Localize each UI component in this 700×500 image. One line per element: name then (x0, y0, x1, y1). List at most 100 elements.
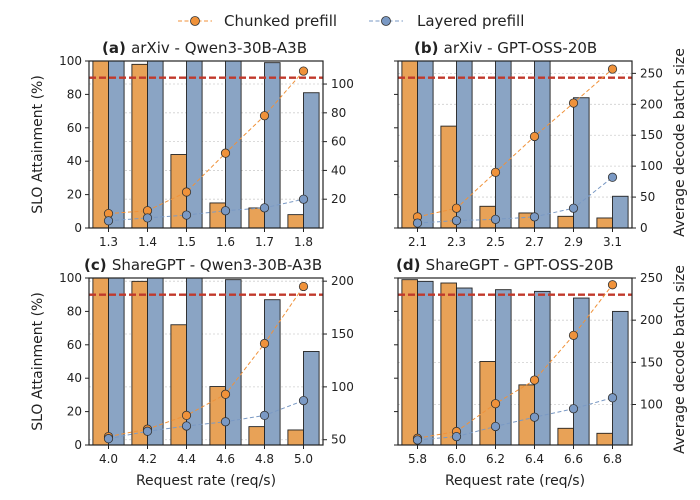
bar-layered-1.6 (225, 60, 242, 229)
ytick-label: 80 (67, 87, 82, 101)
point-chunked-1.7 (259, 111, 270, 121)
ylabel: SLO Attainment (%) (30, 75, 46, 214)
ytick-label: 20 (67, 405, 82, 419)
ytick-label: 60 (67, 121, 82, 135)
ytick-label: 80 (67, 304, 82, 318)
point-layered-6.2 (490, 421, 501, 432)
bar-layered-4.8 (264, 299, 281, 446)
panel-title-text: arXiv - Qwen3-30B-A3B (131, 39, 307, 57)
legend-item-chunked: Chunked prefill (178, 12, 337, 30)
point-layered-6.8 (607, 393, 618, 403)
xtick-label: 6.2 (486, 452, 505, 466)
panel-4: 100 150 200 250 5.8 6.0 6.2 6.4 6.6 6.8 (d) ShareG… (394, 256, 688, 489)
point-chunked-6.6 (568, 330, 579, 340)
plot-frame (397, 60, 633, 229)
point-layered-3.1 (607, 172, 618, 182)
y2tick-label: 100 (331, 380, 354, 394)
xtick-label: 1.8 (294, 235, 313, 249)
ytick-label: 0 (74, 221, 82, 235)
point-layered-6.6 (568, 404, 579, 414)
panel-2: 0 50 100 150 200 250 2.1 2.3 2.5 2.7 2.9 3.1 (b) arX… (394, 39, 688, 249)
y2tick-label: 150 (331, 327, 354, 341)
xtick-label: 1.5 (177, 235, 196, 249)
xtick-label: 2.7 (525, 235, 544, 249)
ytick-label: 40 (67, 371, 82, 385)
bar-chunked-6.0 (440, 282, 457, 446)
bar-chunked-2.1 (401, 60, 418, 229)
bar-layered-1.8 (303, 92, 320, 229)
bar-chunked-6.6 (557, 427, 574, 446)
bar-layered-1.5 (186, 60, 203, 229)
y2tick-label: 100 (640, 398, 663, 412)
y2tick-label: 150 (640, 355, 663, 369)
legend-item-layered: Layered prefill (369, 12, 524, 30)
legend-label-chunked: Chunked prefill (224, 12, 337, 30)
bar-chunked-4.8 (248, 426, 265, 446)
xlabel: Request rate (req/s) (136, 473, 276, 489)
point-chunked-5.0 (298, 281, 309, 292)
xtick-label: 6.6 (564, 452, 583, 466)
bar-layered-4.4 (186, 277, 203, 446)
panel-title-text: arXiv - GPT-OSS-20B (444, 39, 598, 57)
y2tick-label: 100 (331, 77, 354, 91)
y2tick-label: 50 (331, 433, 346, 447)
bar-layered-1.3 (108, 60, 125, 229)
point-chunked-6.4 (529, 375, 540, 385)
point-chunked-4.8 (259, 338, 270, 349)
bar-chunked-6.8 (596, 432, 613, 446)
panel-title-text: ShareGPT - GPT-OSS-20B (426, 256, 614, 274)
xtick-label: 2.9 (564, 235, 583, 249)
bar-layered-3.1 (612, 195, 629, 229)
bar-layered-1.7 (264, 62, 281, 229)
panel-1: 0 20 40 60 80 100 20 40 60 80 100 1.3 1.4 1.5 1.6 1.7 1.… (30, 39, 354, 249)
point-chunked-2.3 (451, 203, 462, 213)
bar-chunked-1.3 (92, 60, 109, 229)
bar-chunked-1.8 (287, 214, 304, 229)
panel-tag: (c) (84, 256, 112, 274)
point-layered-2.9 (568, 203, 579, 213)
legend-marker-chunked (190, 16, 200, 26)
y2tick-label: 80 (331, 106, 346, 120)
point-layered-1.4 (142, 213, 153, 223)
point-chunked-6.2 (490, 399, 501, 409)
xtick-label: 1.4 (138, 235, 157, 249)
bar-layered-2.7 (534, 60, 551, 229)
bar-chunked-4.0 (92, 277, 109, 446)
bar-chunked-5.0 (287, 429, 304, 446)
point-chunked-4.6 (220, 389, 231, 399)
bar-layered-6.2 (495, 289, 512, 446)
bar-layered-1.4 (147, 60, 164, 229)
xtick-label: 2.3 (447, 235, 466, 249)
line-layered (108, 198, 304, 222)
point-layered-2.1 (412, 218, 423, 228)
point-chunked-3.1 (607, 64, 618, 74)
point-chunked-1.6 (220, 148, 231, 158)
panel-tag: (a) (102, 39, 131, 57)
panel-title: (c) ShareGPT - Qwen3-30B-A3B (84, 256, 322, 274)
point-layered-2.5 (490, 214, 501, 224)
xtick-label: 6.4 (525, 452, 544, 466)
plot-frame (397, 277, 633, 446)
xtick-label: 4.2 (138, 452, 157, 466)
xtick-label: 5.0 (294, 452, 313, 466)
bar-layered-2.1 (417, 60, 434, 229)
y2tick-label: 250 (640, 271, 663, 285)
bar-chunked-1.4 (131, 63, 148, 229)
y2tick-label: 200 (640, 313, 663, 327)
y2tick-label: 250 (640, 66, 663, 80)
bar-layered-4.2 (147, 277, 164, 446)
point-chunked-2.5 (490, 167, 501, 177)
y2tick-label: 40 (331, 163, 346, 177)
point-layered-6.0 (451, 431, 462, 442)
point-layered-2.3 (451, 215, 462, 226)
xtick-label: 2.5 (486, 235, 505, 249)
ylabel: SLO Attainment (%) (30, 292, 46, 431)
point-layered-4.6 (220, 417, 231, 427)
panel-tag: (d) (396, 256, 426, 274)
line-chunked (108, 70, 304, 215)
panel-title: (b) arXiv - GPT-OSS-20B (414, 39, 597, 57)
xtick-label: 4.6 (216, 452, 235, 466)
y2tick-label: 20 (331, 192, 346, 206)
bar-chunked-5.8 (401, 279, 418, 446)
